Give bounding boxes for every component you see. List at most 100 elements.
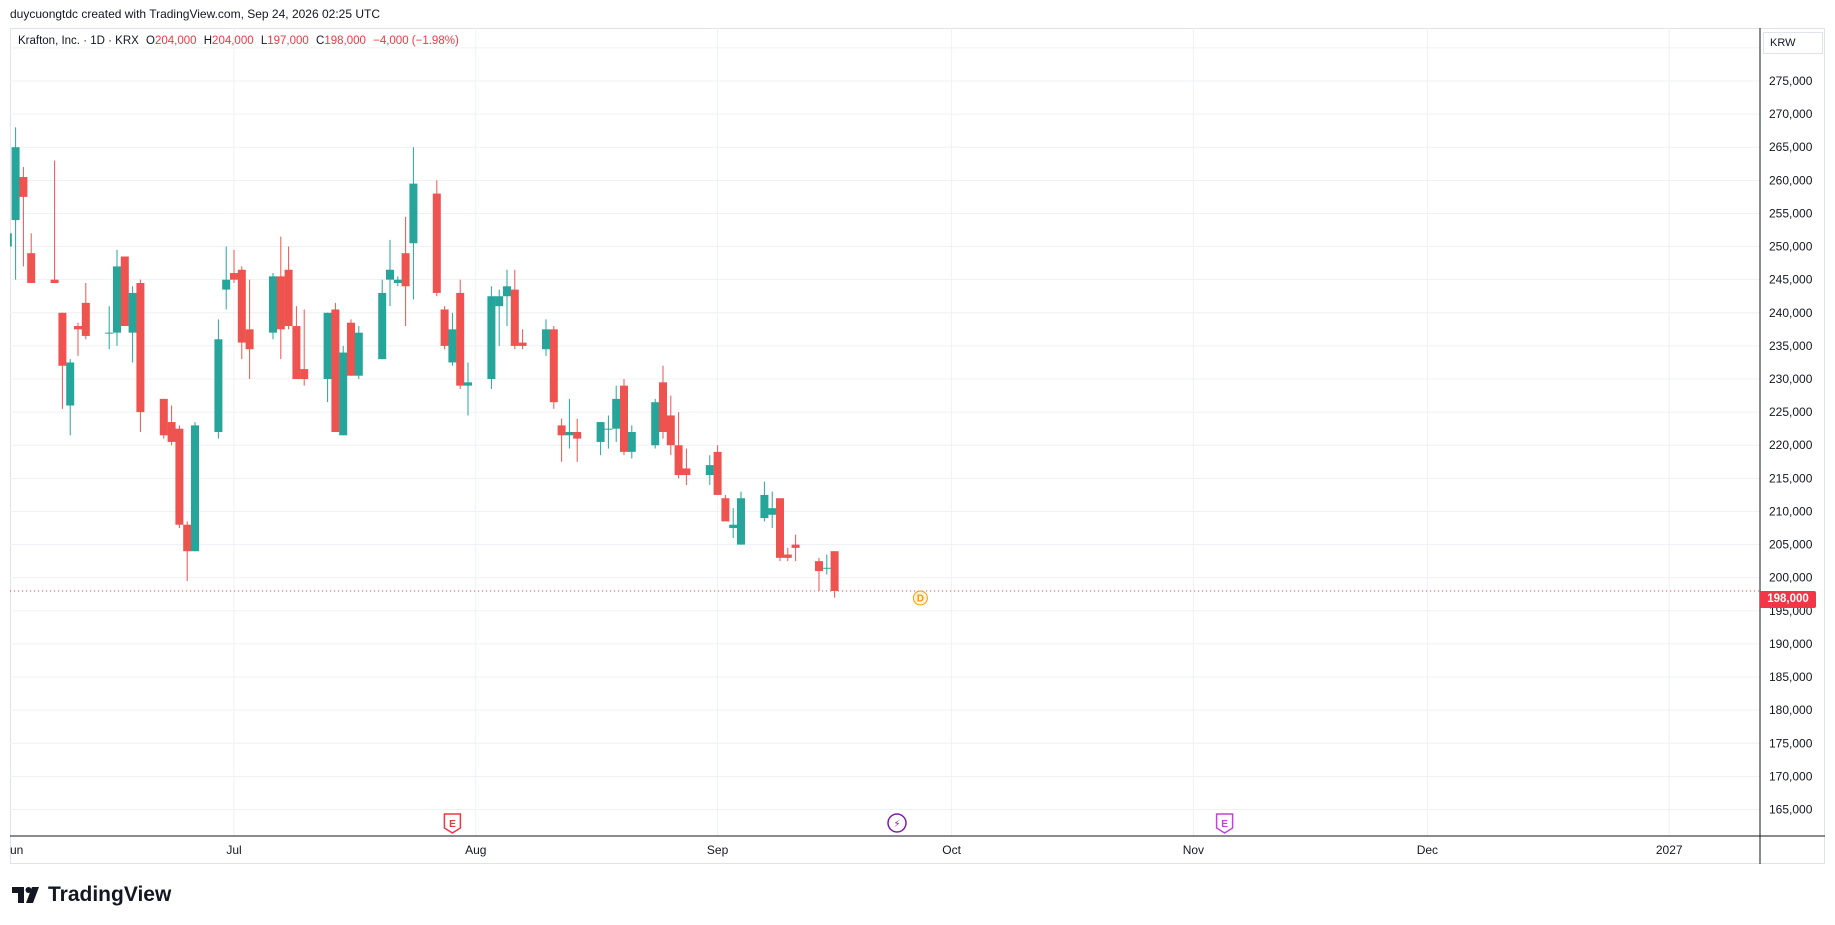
split-marker-icon (887, 813, 907, 833)
price-tick-label: 190,000 (1769, 637, 1813, 651)
candle (666, 395, 675, 456)
event-markers: D E ⚡ E (443, 590, 1234, 834)
high-value: 204,000 (212, 35, 254, 47)
candle-body (175, 428, 184, 525)
candle-body (27, 253, 36, 283)
time-tick-label: Sep (707, 843, 729, 857)
candle-body (409, 183, 418, 244)
candle (113, 249, 121, 346)
price-tick-label: 260,000 (1769, 173, 1813, 187)
candle (713, 445, 722, 495)
time-tick-label: Nov (1183, 843, 1204, 857)
candle-body (549, 329, 558, 403)
last-price-label: 198,000 (1760, 591, 1816, 608)
candle-body (612, 398, 621, 429)
candle (19, 167, 28, 267)
candle-body (729, 524, 738, 529)
split-marker-letter: ⚡ (893, 819, 900, 830)
chart-canvas[interactable]: DE⚡E 280,000275,000270,000265,000260,000… (10, 28, 1825, 864)
candle-body (331, 309, 340, 432)
price-tick-label: 255,000 (1769, 206, 1813, 220)
price-tick-label: 275,000 (1769, 74, 1813, 88)
future-earnings-marker-icon (1215, 813, 1234, 834)
price-tick-label: 215,000 (1769, 471, 1813, 485)
candle (815, 557, 823, 591)
candle-body (682, 468, 691, 476)
change-value: −4,000 (−1.98%) (373, 35, 459, 47)
candle-body (230, 273, 238, 280)
candle (448, 312, 457, 366)
candle-body (19, 177, 28, 197)
candle (518, 329, 527, 350)
candle-body (830, 551, 839, 591)
time-tick-label: Aug (465, 843, 486, 857)
candle (167, 405, 176, 446)
candle-body (565, 432, 574, 436)
axes: 280,000275,000270,000265,000260,000255,0… (10, 28, 1825, 864)
candle-body (269, 276, 277, 333)
candle-body (167, 422, 176, 442)
candle-body (386, 269, 394, 280)
candle (440, 306, 449, 350)
candle (729, 508, 738, 538)
candle (464, 362, 472, 416)
price-tick-label: 230,000 (1769, 372, 1813, 386)
candle (503, 269, 511, 327)
high-label: H (203, 35, 213, 47)
candle-body (191, 425, 199, 552)
ohlc-legend: Krafton, Inc. · 1D · KRX O204,000 H204,0… (18, 35, 459, 47)
candle (612, 385, 621, 442)
candle (659, 365, 667, 439)
tradingview-brand-text: TradingView (48, 883, 172, 906)
candle-body (323, 312, 332, 380)
candle-body (440, 309, 449, 346)
candle (222, 246, 231, 310)
candle-body (815, 561, 823, 572)
candle-body (791, 544, 800, 548)
earnings-marker-letter: E (449, 819, 456, 830)
candle-body (557, 425, 566, 436)
candle (760, 481, 769, 522)
candle (128, 286, 137, 363)
price-tick-label: 235,000 (1769, 339, 1813, 353)
candle (175, 425, 184, 529)
tradingview-logo[interactable]: TradingView (12, 883, 171, 907)
price-tick-label: 175,000 (1769, 736, 1813, 750)
candle-body (276, 276, 285, 330)
price-tick-label: 245,000 (1769, 273, 1813, 287)
time-tick-label: 2027 (1656, 843, 1683, 857)
candle-body (510, 289, 519, 346)
time-tick-label: Jul (226, 843, 241, 857)
candle-body (214, 339, 223, 432)
candle-body (11, 147, 20, 221)
candle (682, 448, 691, 485)
candle (120, 256, 129, 327)
candle (10, 233, 12, 247)
candle (557, 418, 566, 462)
candle (269, 273, 277, 340)
price-tick-label: 185,000 (1769, 670, 1813, 684)
candle (183, 521, 192, 582)
candle-body (222, 279, 231, 290)
candle (136, 279, 145, 432)
price-tick-label: 170,000 (1769, 769, 1813, 783)
candle-body (627, 432, 636, 452)
close-label: C (316, 35, 325, 47)
candle-body (245, 329, 254, 350)
price-tick-label: 265,000 (1769, 140, 1813, 154)
candle (11, 127, 20, 280)
grid-lines (10, 28, 1760, 836)
candle-body (58, 312, 67, 366)
candle-body (401, 253, 410, 287)
candle (776, 498, 784, 562)
candle-body (128, 292, 137, 333)
candle (510, 269, 519, 350)
candle (81, 282, 90, 340)
currency-button[interactable]: KRW (1763, 32, 1823, 54)
candle-body (713, 451, 722, 495)
candle-body (120, 256, 129, 327)
candle (237, 266, 246, 360)
candle (705, 455, 714, 485)
candle (323, 312, 332, 403)
price-tick-label: 210,000 (1769, 504, 1813, 518)
